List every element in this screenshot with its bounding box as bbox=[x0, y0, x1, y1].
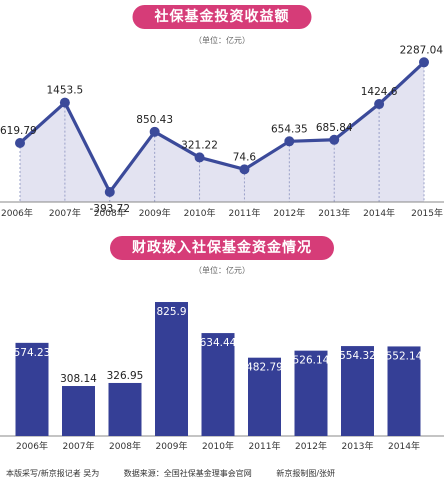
line-chart-data-label: 2287.04 bbox=[400, 44, 444, 56]
line-chart-x-tick-label: 2014年 bbox=[363, 207, 395, 219]
bar-chart-x-tick-label: 2010年 bbox=[202, 440, 234, 452]
bar-chart-bar bbox=[387, 346, 421, 436]
line-chart-point bbox=[374, 99, 385, 110]
line-chart-x-tick-label: 2007年 bbox=[49, 207, 81, 219]
bar-chart-data-label: 326.95 bbox=[107, 370, 144, 382]
line-chart-point bbox=[104, 187, 115, 198]
bar-chart-x-tick-label: 2007年 bbox=[63, 440, 95, 452]
line-chart-data-label: 619.79 bbox=[0, 125, 37, 137]
line-chart-x-tick-label: 2011年 bbox=[228, 207, 260, 219]
line-chart-x-tick-label: 2015年 bbox=[411, 207, 443, 219]
bar-chart-bar bbox=[62, 386, 95, 436]
line-chart-point bbox=[59, 97, 70, 108]
bar-chart-bar bbox=[15, 342, 49, 436]
line-chart-data-label: 654.35 bbox=[271, 123, 308, 135]
footer: 本版采写/新京报记者 吴为 数据来源：全国社保基金理事会官网 新京报制图/张妍 bbox=[6, 468, 438, 479]
bar-chart-data-label: 574.23 bbox=[14, 347, 51, 359]
footer-author: 本版采写/新京报记者 吴为 bbox=[6, 469, 100, 478]
line-chart-data-label: -393.72 bbox=[90, 203, 131, 215]
line-chart-point bbox=[15, 137, 25, 148]
bar-chart-bar bbox=[108, 382, 142, 436]
line-chart-point bbox=[239, 164, 250, 175]
line-chart-x-tick-label: 2009年 bbox=[139, 207, 171, 219]
bar-chart-data-label: 825.9 bbox=[156, 306, 186, 318]
line-chart-x-tick-label: 2008年 bbox=[94, 207, 126, 219]
line-chart-x-tick-label: 2013年 bbox=[318, 207, 350, 219]
bar-chart: 574.23 308.14 326.95 825.9 634.44 482.79 526.1… bbox=[0, 302, 444, 452]
bar-chart-x-tick-label: 2008年 bbox=[109, 440, 141, 452]
bar-chart-data-label: 552.14 bbox=[386, 350, 423, 362]
line-chart-series-line bbox=[18, 61, 426, 194]
bar-chart-data-label: 554.32 bbox=[339, 350, 376, 362]
line-chart-point bbox=[149, 126, 160, 137]
line-chart: 619.79 1453.5 -393.72 850.43 321.22 74.6 654.3… bbox=[0, 44, 444, 219]
line-chart-area bbox=[20, 62, 424, 202]
line-chart-data-label: 1453.5 bbox=[47, 85, 84, 97]
bar-chart-bar bbox=[155, 302, 188, 436]
line-chart-point bbox=[329, 134, 340, 145]
bar-chart-data-label: 482.79 bbox=[246, 362, 283, 374]
line-chart-x-tick-label: 2006年 bbox=[1, 207, 33, 219]
line-chart-point bbox=[419, 57, 429, 68]
line-chart-title: 社保基金投资收益额 bbox=[132, 5, 312, 29]
bar-chart-data-label: 526.14 bbox=[293, 355, 330, 367]
bar-chart-bar bbox=[201, 333, 235, 436]
bar-chart-bar bbox=[294, 350, 328, 436]
line-chart-data-label: 321.22 bbox=[181, 139, 218, 151]
line-chart-data-label: 685.84 bbox=[316, 122, 353, 134]
bar-chart-data-label: 634.44 bbox=[200, 337, 237, 349]
line-chart-unit: （单位：亿元） bbox=[194, 36, 250, 45]
line-chart-data-label: 1424.6 bbox=[361, 86, 398, 98]
line-chart-x-tick-label: 2012年 bbox=[273, 207, 305, 219]
bar-chart-x-tick-label: 2014年 bbox=[388, 440, 420, 452]
bar-chart-bar bbox=[248, 357, 281, 436]
bar-chart-x-tick-label: 2013年 bbox=[342, 440, 374, 452]
bar-chart-x-tick-label: 2011年 bbox=[249, 440, 281, 452]
line-chart-point bbox=[284, 136, 295, 147]
line-chart-data-label: 850.43 bbox=[136, 114, 173, 126]
bar-chart-title: 财政拨入社保基金资金情况 bbox=[110, 236, 334, 260]
line-chart-point bbox=[194, 152, 205, 163]
footer-source: 数据来源：全国社保基金理事会官网 bbox=[123, 469, 252, 478]
line-chart-data-label: 74.6 bbox=[233, 151, 257, 163]
bar-chart-x-tick-label: 2009年 bbox=[156, 440, 188, 452]
footer-design: 新京报制图/张妍 bbox=[276, 469, 336, 478]
bar-chart-unit: （单位：亿元） bbox=[194, 266, 250, 275]
bar-chart-x-tick-label: 2006年 bbox=[16, 440, 48, 452]
bar-chart-data-label: 308.14 bbox=[60, 373, 97, 385]
bar-chart-bar bbox=[341, 346, 374, 436]
line-chart-x-tick-label: 2010年 bbox=[184, 207, 216, 219]
bar-chart-x-tick-label: 2012年 bbox=[295, 440, 327, 452]
